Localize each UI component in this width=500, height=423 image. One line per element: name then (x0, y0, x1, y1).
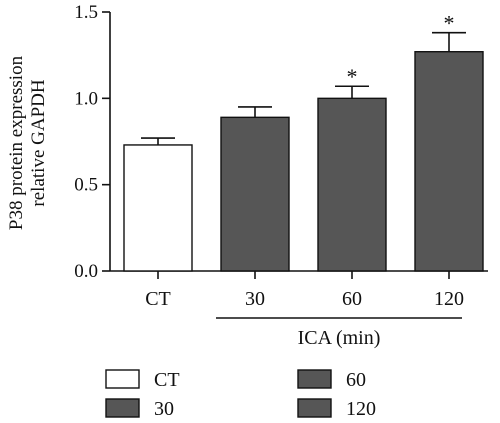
legend-swatch-120 (297, 398, 332, 418)
legend-swatch-30 (105, 398, 140, 418)
y-tick-label: 1.5 (74, 2, 98, 23)
y-tick-label: 0.5 (74, 175, 98, 196)
bar-CT (123, 144, 193, 272)
legend-swatch-CT (105, 369, 140, 389)
legend-label-30: 30 (154, 398, 174, 420)
y-axis-title-line-1: P38 protein expression (6, 55, 27, 230)
y-axis-title-line-2: relative GAPDH (28, 79, 49, 206)
bar-120 (414, 51, 484, 272)
x-tick-label-CT: CT (145, 288, 171, 310)
significance-marker: * (444, 11, 455, 36)
y-tick-label: 0.0 (74, 261, 98, 282)
x-tick-label-60: 60 (342, 288, 362, 310)
bar-60 (317, 97, 387, 272)
y-axis-title: P38 protein expression relative GAPDH (6, 55, 49, 230)
legend-swatch-60 (297, 369, 332, 389)
group-label: ICA (min) (298, 327, 381, 349)
legend-label-120: 120 (346, 398, 376, 420)
bar-30 (220, 116, 290, 272)
legend-label-CT: CT (154, 369, 180, 391)
legend-label-60: 60 (346, 369, 366, 391)
x-tick-label-120: 120 (434, 288, 464, 310)
y-tick-label: 1.0 (74, 88, 98, 109)
plot-area: 0.0 0.5 1.0 1.5 CT 30 60 * 120 * ICA (min) (74, 2, 488, 349)
x-tick-label-30: 30 (245, 288, 265, 310)
legend: CT 30 60 120 (105, 369, 376, 420)
significance-marker: * (347, 64, 358, 89)
